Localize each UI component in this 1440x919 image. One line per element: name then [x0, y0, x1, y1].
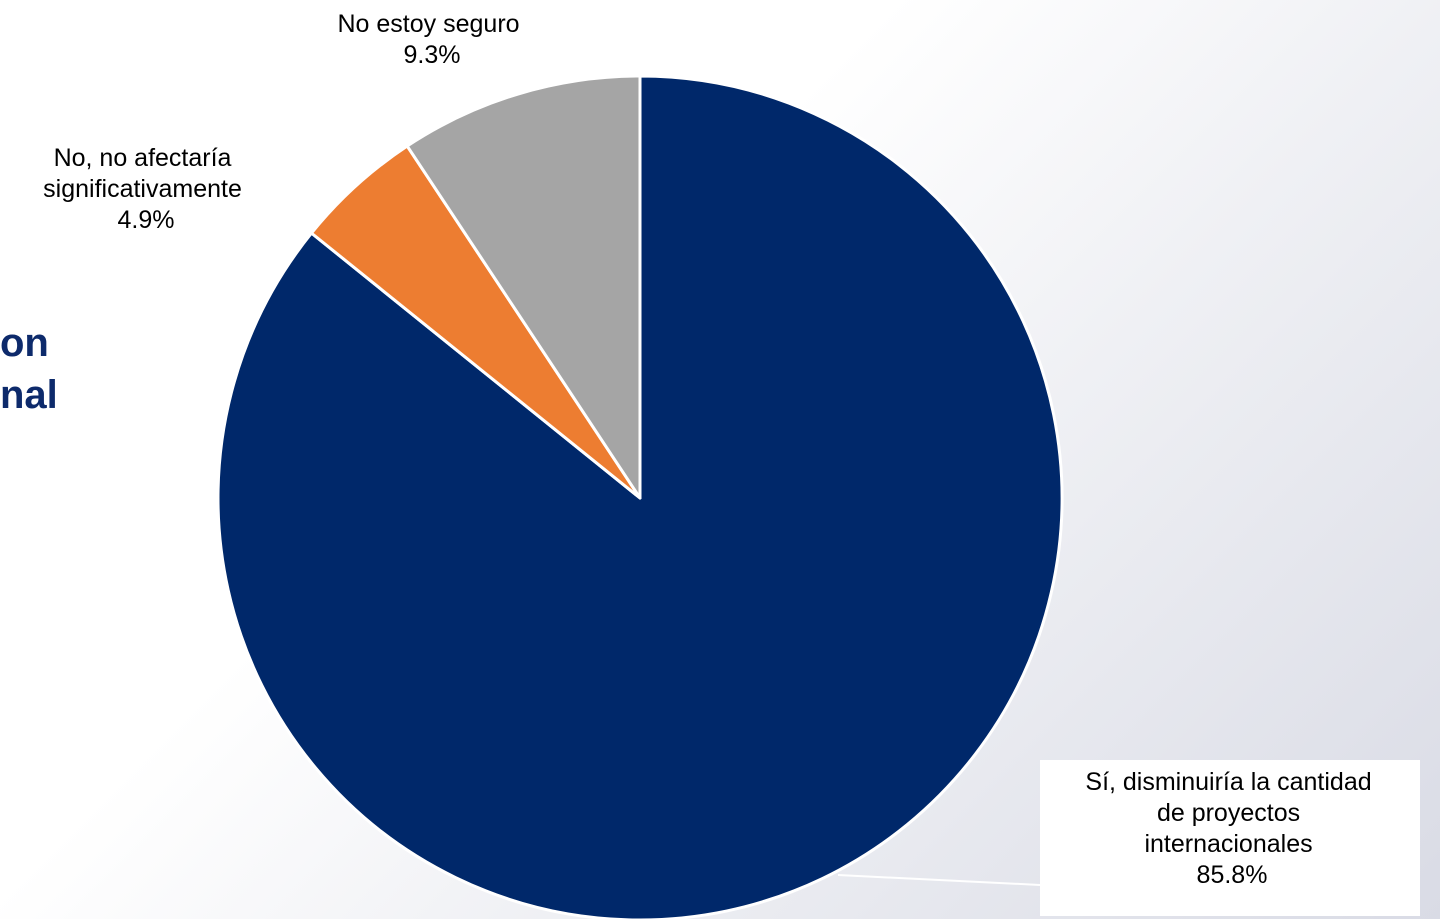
- slice-label-box-yes: [1040, 760, 1420, 916]
- leader-line-yes: [838, 874, 1040, 886]
- pie-slices: [216, 74, 1064, 919]
- slice-label-yes: Sí, disminuiría la cantidad de proyectos…: [1085, 768, 1378, 889]
- slide-title-fragment-2: nal: [0, 373, 58, 417]
- slice-value-yes: 85.8%: [1197, 861, 1268, 889]
- slice-value-not-sure: 9.3%: [404, 41, 461, 69]
- slice-label-no-effect: No, no afectaría significativamente 4.9%: [43, 144, 249, 234]
- label-leader-lines: [838, 874, 1040, 886]
- slice-value-no-effect: 4.9%: [118, 206, 175, 234]
- slide-title-fragment-1: on: [0, 321, 49, 365]
- slice-label-not-sure: No estoy seguro 9.3%: [338, 10, 527, 69]
- pie-slice-not-sure: [405, 74, 642, 500]
- pie-slice-yes: [216, 74, 1064, 919]
